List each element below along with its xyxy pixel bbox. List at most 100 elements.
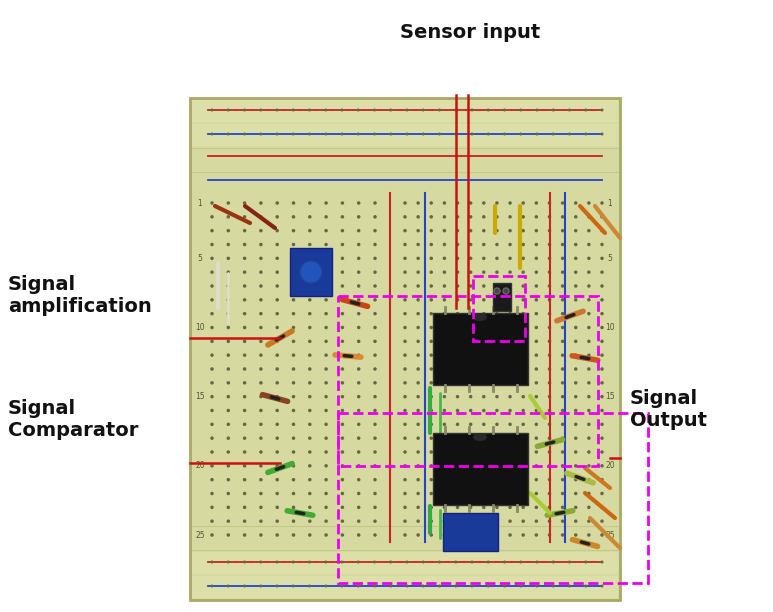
Ellipse shape <box>357 353 360 357</box>
Text: 10: 10 <box>605 323 615 332</box>
Ellipse shape <box>259 506 263 509</box>
Ellipse shape <box>341 229 344 233</box>
Ellipse shape <box>548 436 551 440</box>
Ellipse shape <box>430 533 433 537</box>
Ellipse shape <box>482 533 485 537</box>
Ellipse shape <box>587 326 591 329</box>
Ellipse shape <box>417 256 420 260</box>
Ellipse shape <box>373 243 376 246</box>
Ellipse shape <box>259 533 263 537</box>
Ellipse shape <box>587 436 591 440</box>
Ellipse shape <box>259 561 262 564</box>
Ellipse shape <box>509 215 512 218</box>
Ellipse shape <box>509 464 512 468</box>
Ellipse shape <box>456 409 459 412</box>
Ellipse shape <box>522 409 525 412</box>
Ellipse shape <box>495 353 499 357</box>
Bar <box>192 100 618 122</box>
Ellipse shape <box>308 367 312 371</box>
Text: 5: 5 <box>198 254 203 263</box>
Ellipse shape <box>495 229 499 233</box>
Ellipse shape <box>300 261 322 283</box>
Ellipse shape <box>574 367 577 371</box>
Ellipse shape <box>469 298 472 302</box>
Ellipse shape <box>522 478 525 482</box>
Ellipse shape <box>291 215 295 218</box>
Ellipse shape <box>495 256 499 260</box>
Ellipse shape <box>601 533 604 537</box>
Ellipse shape <box>210 229 214 233</box>
Ellipse shape <box>373 533 376 537</box>
Ellipse shape <box>456 298 459 302</box>
Ellipse shape <box>482 436 485 440</box>
Ellipse shape <box>548 229 551 233</box>
Ellipse shape <box>210 492 214 495</box>
Ellipse shape <box>469 409 472 412</box>
Ellipse shape <box>308 478 312 482</box>
Ellipse shape <box>325 520 328 523</box>
Ellipse shape <box>275 381 279 384</box>
Ellipse shape <box>522 353 525 357</box>
Ellipse shape <box>417 506 420 509</box>
Ellipse shape <box>275 436 279 440</box>
Ellipse shape <box>503 584 506 588</box>
Ellipse shape <box>308 409 312 412</box>
Ellipse shape <box>587 422 591 426</box>
Ellipse shape <box>373 506 376 509</box>
Ellipse shape <box>291 326 295 329</box>
Ellipse shape <box>243 450 247 453</box>
Ellipse shape <box>469 520 472 523</box>
Ellipse shape <box>522 215 525 218</box>
Ellipse shape <box>548 256 551 260</box>
Ellipse shape <box>243 256 247 260</box>
Ellipse shape <box>469 367 472 371</box>
Ellipse shape <box>587 409 591 412</box>
Ellipse shape <box>275 450 279 453</box>
Ellipse shape <box>226 533 230 537</box>
Ellipse shape <box>430 256 433 260</box>
Ellipse shape <box>469 533 472 537</box>
Ellipse shape <box>357 326 360 329</box>
Ellipse shape <box>456 478 459 482</box>
Ellipse shape <box>291 506 295 509</box>
Ellipse shape <box>574 256 577 260</box>
Ellipse shape <box>456 395 459 398</box>
Ellipse shape <box>469 478 472 482</box>
Ellipse shape <box>469 492 472 495</box>
Ellipse shape <box>357 478 360 482</box>
Ellipse shape <box>275 256 279 260</box>
Ellipse shape <box>341 409 344 412</box>
Ellipse shape <box>519 561 523 564</box>
Ellipse shape <box>536 584 539 588</box>
Ellipse shape <box>482 201 485 205</box>
Ellipse shape <box>406 133 408 135</box>
Ellipse shape <box>548 464 551 468</box>
Ellipse shape <box>357 340 360 343</box>
Ellipse shape <box>456 271 459 274</box>
Ellipse shape <box>561 256 564 260</box>
Ellipse shape <box>308 450 312 453</box>
Ellipse shape <box>536 108 539 111</box>
Ellipse shape <box>561 284 564 288</box>
Ellipse shape <box>259 271 263 274</box>
Ellipse shape <box>308 284 312 288</box>
Ellipse shape <box>404 201 407 205</box>
Ellipse shape <box>561 409 564 412</box>
Ellipse shape <box>341 520 344 523</box>
Ellipse shape <box>522 271 525 274</box>
Ellipse shape <box>430 298 433 302</box>
Ellipse shape <box>430 450 433 453</box>
Ellipse shape <box>275 298 279 302</box>
Ellipse shape <box>325 353 328 357</box>
Ellipse shape <box>535 340 538 343</box>
Ellipse shape <box>601 395 604 398</box>
Ellipse shape <box>226 506 230 509</box>
Ellipse shape <box>561 229 564 233</box>
Ellipse shape <box>535 271 538 274</box>
Ellipse shape <box>584 584 587 588</box>
Ellipse shape <box>226 215 230 218</box>
Ellipse shape <box>587 215 591 218</box>
Ellipse shape <box>210 422 214 426</box>
Ellipse shape <box>561 215 564 218</box>
Ellipse shape <box>522 312 525 315</box>
